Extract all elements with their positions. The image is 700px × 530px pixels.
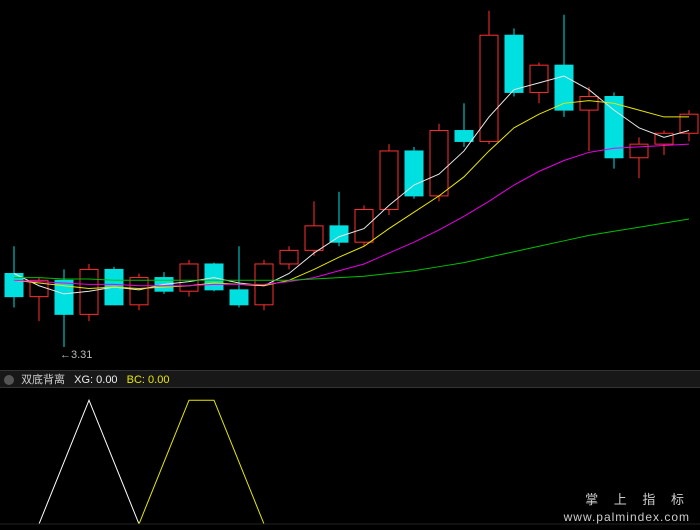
indicator-xg: XG: 0.00: [74, 374, 121, 386]
indicator-dot-icon: [4, 375, 14, 385]
indicator-bc: BC: 0.00: [127, 374, 170, 386]
indicator-header: 双底背离 XG: 0.00 BC: 0.00: [0, 370, 700, 388]
candlestick-chart[interactable]: ←3.31: [0, 0, 700, 370]
low-price-marker: ←3.31: [60, 349, 92, 361]
indicator-name: 双底背离: [21, 374, 65, 386]
indicator-panel[interactable]: 掌 上 指 标 www.palmindex.com: [0, 388, 700, 528]
